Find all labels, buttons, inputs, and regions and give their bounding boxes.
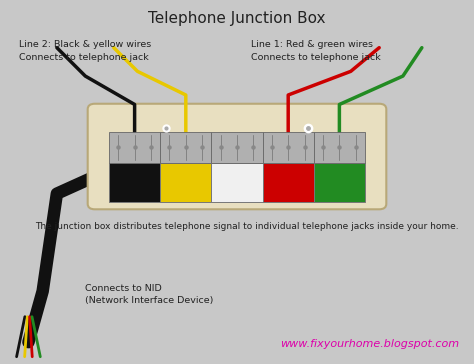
Bar [314,163,365,202]
Bar [263,132,314,163]
Bar [160,132,211,163]
Text: Connects to NID
(Network Interface Device): Connects to NID (Network Interface Devic… [85,284,214,305]
Bar [314,132,365,163]
Text: www.fixyourhome.blogspot.com: www.fixyourhome.blogspot.com [280,340,459,349]
Bar [109,163,160,202]
Bar [263,163,314,202]
Text: Line 2: Black & yellow wires
Connects to telephone jack: Line 2: Black & yellow wires Connects to… [19,40,151,62]
Bar [211,132,263,163]
Text: Line 1: Red & green wires
Connects to telephone jack: Line 1: Red & green wires Connects to te… [251,40,381,62]
Bar [211,163,263,202]
Text: The junction box distributes telephone signal to individual telephone jacks insi: The junction box distributes telephone s… [35,222,458,231]
FancyBboxPatch shape [88,104,386,209]
Bar [160,163,211,202]
Bar [109,132,160,163]
Text: Telephone Junction Box: Telephone Junction Box [148,11,326,26]
